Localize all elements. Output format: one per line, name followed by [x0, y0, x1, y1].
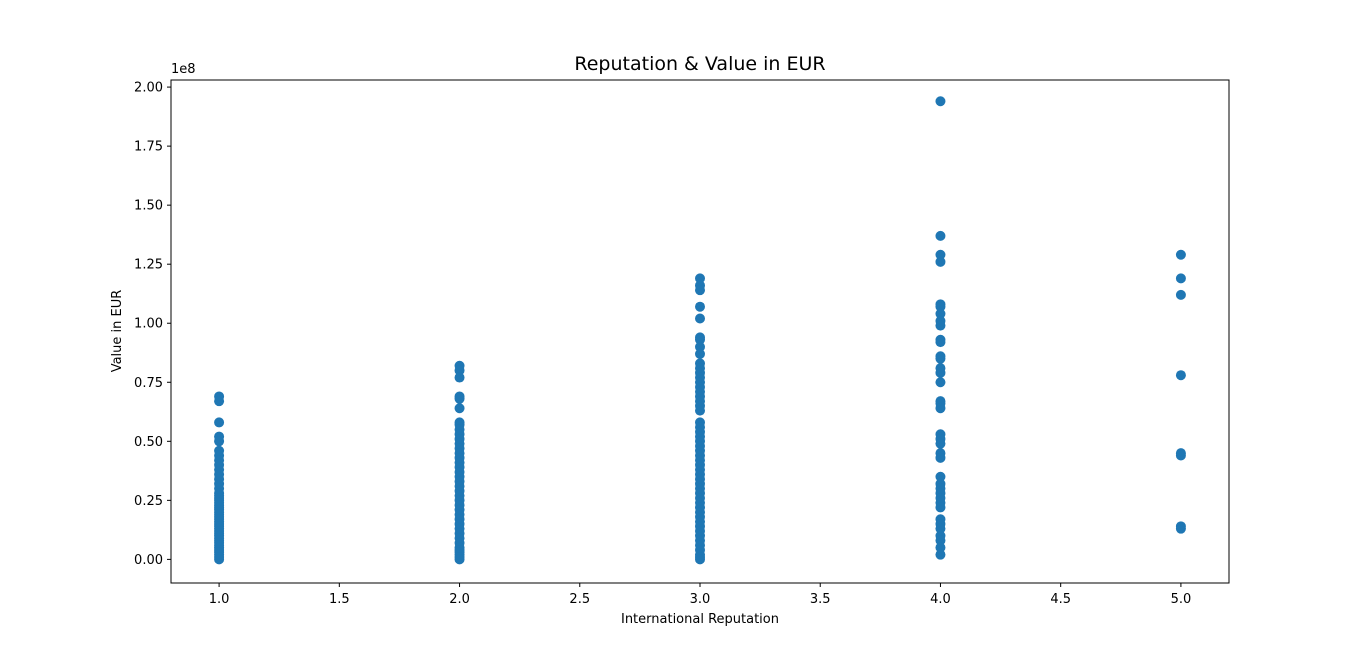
- x-tick-label: 4.5: [1050, 592, 1071, 607]
- y-tick-label: 0.50: [134, 435, 163, 450]
- y-tick-label: 1.50: [134, 199, 163, 214]
- scatter-point: [695, 348, 705, 359]
- scatter-point: [695, 341, 705, 352]
- scatter-point: [935, 377, 946, 388]
- scatter-point: [695, 405, 705, 416]
- y-axis-ticks: 0.00 0.25 0.50 0.75 1.00 1.25 1.50 1.75 2.00: [134, 81, 171, 568]
- scatter-point: [935, 337, 946, 348]
- scatter-point: [695, 285, 705, 296]
- scatter-point: [695, 313, 705, 324]
- scatter-point: [695, 554, 705, 565]
- scatter-point: [454, 365, 465, 376]
- scatter-point: [935, 308, 946, 319]
- scatter-point: [935, 542, 946, 553]
- y-axis-label: Value in EUR: [110, 290, 125, 373]
- scatter-point: [214, 417, 225, 428]
- scatter-point: [214, 554, 225, 565]
- scatter-point: [454, 554, 465, 565]
- scatter-point: [1175, 289, 1186, 300]
- x-axis-label: International Reputation: [621, 612, 779, 627]
- x-tick-label: 3.0: [690, 592, 711, 607]
- y-tick-label: 1.25: [134, 258, 163, 273]
- y-tick-label: 1.00: [134, 317, 163, 332]
- scatter-point: [1175, 450, 1186, 461]
- x-tick-label: 4.0: [930, 592, 951, 607]
- x-tick-label: 2.5: [569, 592, 590, 607]
- y-tick-label: 2.00: [134, 81, 163, 96]
- scatter-point: [695, 334, 705, 345]
- scatter-point: [935, 353, 946, 364]
- scatter-point: [935, 230, 946, 241]
- scatter-point: [935, 535, 946, 546]
- scatter-point: [1175, 370, 1186, 381]
- y-offset-text: 1e8: [171, 62, 196, 77]
- y-tick-label: 0.00: [134, 553, 163, 568]
- scatter-point: [1175, 273, 1186, 284]
- x-tick-label: 3.5: [810, 592, 831, 607]
- x-tick-label: 1.5: [329, 592, 350, 607]
- scatter-point: [454, 393, 465, 404]
- scatter-point: [935, 471, 946, 482]
- scatter-point: [935, 403, 946, 414]
- x-axis-ticks: 1.0 1.5 2.0 2.5 3.0 3.5 4.0 4.5 5.0: [209, 583, 1192, 607]
- scatter-point: [695, 301, 705, 312]
- x-tick-label: 1.0: [209, 592, 230, 607]
- y-tick-label: 0.75: [134, 376, 163, 391]
- x-tick-label: 2.0: [449, 592, 470, 607]
- scatter-point: [935, 523, 946, 534]
- plot-frame: [170, 79, 1230, 584]
- scatter-point: [935, 301, 946, 312]
- scatter-point: [935, 438, 946, 449]
- scatter-point: [695, 273, 705, 284]
- y-tick-label: 0.25: [134, 494, 163, 509]
- scatter-point: [454, 403, 465, 414]
- scatter-point: [1175, 249, 1186, 260]
- scatter-point: [935, 452, 946, 463]
- scatter-point: [935, 320, 946, 331]
- scatter-point: [1175, 523, 1186, 534]
- scatter-point: [214, 436, 225, 447]
- data-points: [214, 96, 1186, 565]
- scatter-point: [935, 367, 946, 378]
- scatter-point: [935, 96, 946, 107]
- y-tick-label: 1.75: [134, 140, 163, 155]
- scatter-point: [454, 372, 465, 383]
- scatter-point: [935, 502, 946, 513]
- scatter-point: [935, 549, 946, 560]
- scatter-point: [935, 249, 946, 260]
- chart-title: Reputation & Value in EUR: [574, 53, 825, 75]
- scatter-point: [935, 256, 946, 267]
- x-tick-label: 5.0: [1171, 592, 1192, 607]
- scatter-point: [214, 396, 225, 407]
